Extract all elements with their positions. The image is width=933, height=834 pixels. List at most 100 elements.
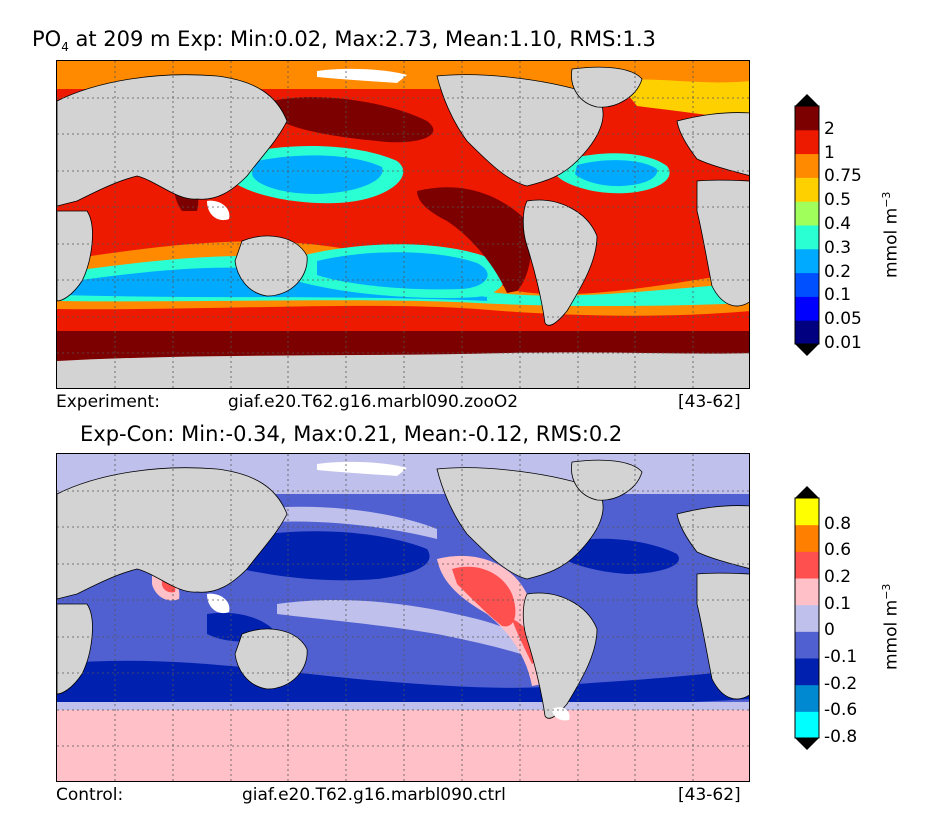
top-north-pacific-core [252, 155, 383, 194]
bottom-north-pacific-dark [217, 531, 430, 581]
top-land-antarctica [57, 352, 749, 388]
top-land-europe [676, 112, 749, 176]
bottom-colorbar-max-arrow [795, 486, 819, 498]
top-colorbar-tick-label: 0.75 [824, 166, 862, 187]
top-south-pacific-core [317, 252, 488, 290]
bottom-colorbar-unit: mmol m−3 [880, 584, 902, 670]
bottom-colorbar-swatch [795, 524, 819, 552]
bottom-colorbar-swatch [795, 551, 819, 579]
bottom-colorbar-swatch [795, 658, 819, 686]
top-colorbar-swatch [795, 106, 819, 131]
top-land-south-america [522, 199, 598, 326]
bottom-eq-light [277, 599, 547, 664]
bottom-unit-base: mmol m [881, 599, 902, 670]
bottom-colorbar-tick-label: 0 [824, 620, 835, 641]
top-map-panel [56, 60, 750, 389]
bottom-caption-mid: giaf.e20.T62.g16.marbl090.ctrl [242, 785, 506, 805]
top-land-africa-east [696, 179, 749, 307]
bottom-land-australia [234, 628, 308, 690]
bottom-land-eurasia [57, 467, 288, 600]
bottom-colorbar-swatch [795, 631, 819, 659]
top-colorbar-unit: mmol m−3 [880, 192, 902, 278]
top-title-prefix: PO [32, 27, 62, 51]
top-caption-mid: giaf.e20.T62.g16.marbl090.zooO2 [228, 392, 519, 412]
top-colorbar-tick-label: 0.4 [824, 214, 852, 234]
top-colorbar-swatch [795, 320, 819, 345]
top-colorbar-tick-label: 0.5 [824, 190, 852, 211]
bottom-colorbar-tick-label: 0.8 [824, 513, 852, 534]
top-north-atlantic-core [575, 160, 658, 187]
top-colorbar-tick-label: 0.1 [824, 285, 852, 306]
top-colorbar-swatch [795, 248, 819, 274]
bottom-ice-patch-1 [317, 461, 407, 476]
top-colorbar-swatch [795, 177, 819, 202]
bottom-south-band-dark [57, 660, 749, 709]
top-colorbar-tick-label: 2 [824, 118, 835, 139]
bottom-north-atlantic-dark [557, 538, 679, 574]
bottom-ice-patch-2 [207, 593, 230, 614]
top-colorbar-swatch [795, 225, 819, 250]
top-map-title: PO4 at 209 m Exp: Min:0.02, Max:2.73, Me… [32, 27, 656, 54]
bottom-colorbar [794, 486, 820, 750]
bottom-colorbar-tick-label: -0.8 [824, 727, 858, 747]
bottom-map-title: Exp-Con: Min:-0.34, Max:0.21, Mean:-0.12… [80, 422, 623, 446]
top-colorbar-frame [794, 105, 820, 345]
top-land-north-america [436, 74, 604, 187]
bottom-colorbar-tick-label: 0.6 [824, 540, 852, 561]
bottom-colorbar-tick-label: 0.1 [824, 593, 852, 614]
top-colorbar-swatch [795, 153, 819, 178]
top-graticule [57, 61, 749, 388]
bottom-map-panel [56, 453, 750, 782]
bottom-colorbar-frame [794, 497, 820, 739]
bottom-south-lavender [57, 702, 749, 710]
top-caption-right: [43-62] [678, 392, 741, 412]
bottom-caption-right: [43-62] [678, 785, 741, 805]
top-eq-pacific-high [417, 187, 532, 293]
bottom-south-pink [57, 710, 749, 781]
top-colorbar-max-arrow [795, 94, 819, 106]
top-ice-patch-1 [317, 68, 407, 83]
top-colorbar-tick-label: 0.2 [824, 261, 852, 282]
bottom-colorbar-min-arrow [795, 738, 819, 750]
bottom-colorbar-tick-label: -0.6 [824, 700, 858, 721]
top-colorbar-tick-label: 0.3 [824, 237, 852, 258]
top-arctic-yellow [617, 79, 749, 121]
top-title-subscript: 4 [61, 40, 69, 55]
top-north-pacific-high [272, 97, 434, 143]
top-continents [57, 66, 749, 388]
top-ice-patch-2 [207, 200, 230, 221]
bottom-colorbar-tick-label: -0.1 [824, 647, 858, 667]
bottom-caption-left: Control: [56, 785, 124, 805]
bottom-graticule [57, 454, 749, 781]
top-colorbar-swatch [795, 201, 819, 226]
top-colorbar-swatch [795, 129, 819, 155]
top-colorbar-swatch [795, 296, 819, 321]
top-title-rest: at 209 m Exp: Min:0.02, Max:2.73, Mean:1… [68, 27, 656, 51]
top-unit-base: mmol m [881, 207, 902, 278]
top-caption-left: Experiment: [56, 392, 160, 412]
top-land-australia [234, 235, 308, 297]
top-colorbar [794, 94, 820, 356]
bottom-unit-exp: −3 [880, 583, 893, 600]
top-land-eurasia [57, 74, 288, 207]
bottom-colorbar-swatch [795, 684, 819, 712]
top-colorbar-tick-label: 1 [824, 142, 835, 163]
top-land-africa [57, 210, 93, 302]
bottom-colorbar-swatch [795, 711, 819, 739]
bottom-colorbar-tick-label: -0.2 [824, 673, 858, 694]
bottom-eq-pacific-red [452, 566, 516, 627]
bottom-colorbar-swatch [795, 604, 819, 632]
top-colorbar-swatch [795, 272, 819, 297]
bottom-colorbar-swatch [795, 578, 819, 606]
bottom-land-north-america [436, 467, 604, 580]
top-colorbar-tick-label: 0.05 [824, 309, 862, 330]
bottom-ice-patch-3 [552, 707, 570, 721]
top-colorbar-min-arrow [795, 344, 819, 356]
bottom-colorbar-tick-label: 0.2 [824, 567, 852, 587]
bottom-land-europe [676, 505, 749, 569]
bottom-colorbar-swatch [795, 498, 819, 526]
bottom-land-africa [57, 603, 93, 695]
bottom-land-africa-east [696, 572, 749, 700]
top-colorbar-tick-label: 0.01 [824, 333, 862, 353]
top-unit-exp: −3 [880, 191, 893, 208]
